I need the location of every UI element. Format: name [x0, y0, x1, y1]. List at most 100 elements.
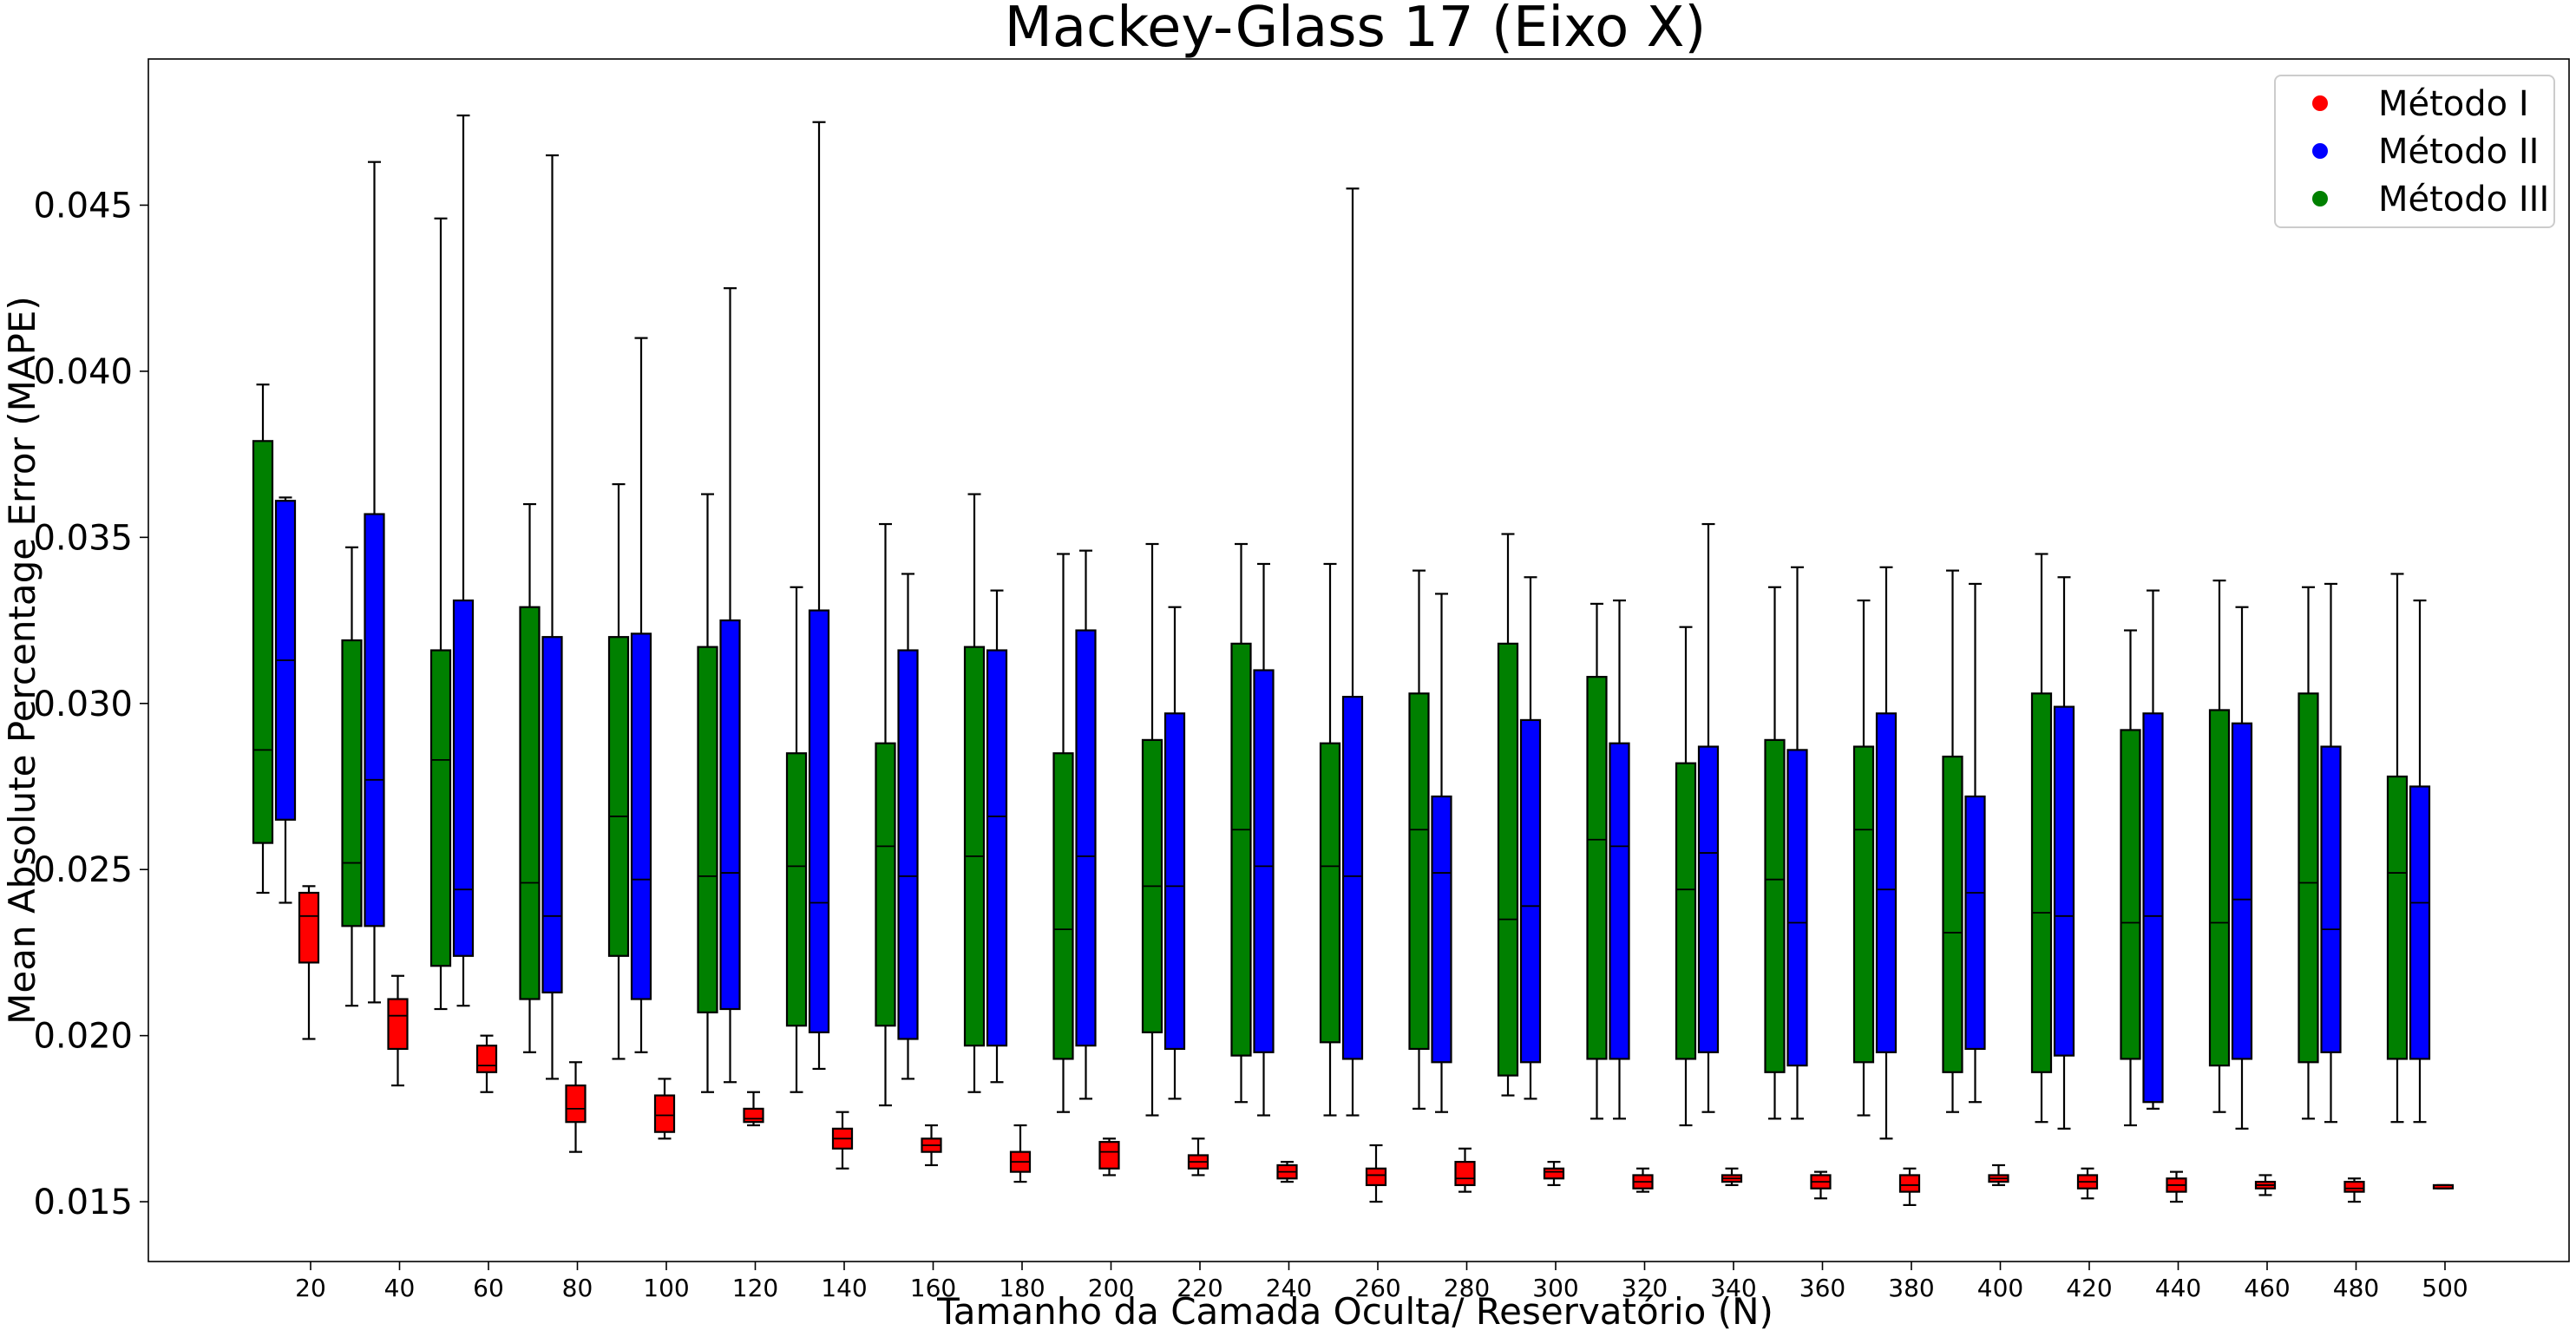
box-iqr	[252, 440, 274, 844]
box-240	[1253, 562, 1275, 1117]
box-20	[298, 885, 320, 1040]
y-tick-label: 0.035	[33, 518, 133, 558]
box-iqr	[785, 752, 808, 1027]
x-tick-label: 140	[821, 1274, 867, 1302]
box-220	[1163, 606, 1186, 1100]
box-iqr	[1098, 1141, 1120, 1170]
box-440	[2166, 1170, 2187, 1203]
x-tick-label: 60	[473, 1274, 504, 1302]
box-340	[1721, 1167, 1743, 1187]
x-tick-label: 160	[910, 1274, 956, 1302]
legend: Método I Método II Método III	[2274, 75, 2555, 228]
box-400	[1942, 569, 1963, 1113]
legend-marker	[2312, 143, 2328, 159]
box-280	[1454, 1147, 1476, 1193]
box-iqr	[341, 639, 363, 927]
box-460	[2231, 606, 2253, 1130]
y-axis: 0.015 0.020 0.025 0.030 0.035 0.040 0.045	[33, 186, 148, 1222]
box-460	[2208, 580, 2231, 1113]
x-axis-label: Tamanho da Camada Oculta/ Reservatório (…	[936, 1290, 1773, 1333]
box-iqr	[541, 636, 563, 993]
box-iqr	[1942, 755, 1963, 1073]
box-300	[1519, 576, 1542, 1100]
box-iqr	[1163, 712, 1186, 1051]
x-tick-label: 120	[732, 1274, 778, 1302]
box-iqr	[2208, 709, 2231, 1067]
box-220	[1187, 1137, 1209, 1176]
legend-marker	[2312, 191, 2328, 206]
box-iqr	[2231, 722, 2253, 1060]
box-440	[2142, 589, 2164, 1110]
box-420	[2076, 1167, 2099, 1200]
box-iqr	[1875, 712, 1898, 1053]
box-iqr	[1230, 642, 1252, 1057]
box-iqr	[743, 1107, 764, 1124]
box-300	[1497, 533, 1519, 1097]
box-iqr	[2053, 705, 2075, 1057]
x-tick-label: 380	[1888, 1274, 1934, 1302]
box-80	[565, 1061, 587, 1153]
box-iqr	[2120, 729, 2141, 1060]
box-60	[475, 1034, 498, 1093]
box-420	[2030, 553, 2053, 1124]
box-60	[429, 217, 452, 1011]
legend-frame	[2274, 75, 2555, 228]
box-180	[963, 493, 986, 1093]
box-iqr	[1341, 696, 1364, 1060]
box-280	[1408, 569, 1430, 1110]
y-tick-label: 0.020	[33, 1017, 133, 1057]
legend-marker	[2312, 95, 2328, 111]
box-480	[2320, 582, 2342, 1124]
box-100	[607, 482, 630, 1060]
box-380	[1875, 566, 1898, 1140]
box-series-group	[252, 114, 2455, 1207]
x-tick-label: 100	[643, 1274, 689, 1302]
box-20	[252, 383, 274, 895]
box-iqr	[1519, 718, 1542, 1064]
box-360	[1786, 566, 1808, 1120]
box-460	[2254, 1174, 2277, 1196]
box-320	[1609, 599, 1630, 1120]
y-tick-label: 0.030	[33, 685, 133, 724]
series-1-boxes	[252, 217, 2409, 1127]
box-iqr	[1497, 642, 1519, 1077]
x-tick-label: 300	[1532, 1274, 1578, 1302]
box-iqr	[2343, 1181, 2365, 1193]
x-tick-label: 480	[2333, 1274, 2379, 1302]
box-260	[1341, 187, 1364, 1117]
box-260	[1319, 562, 1341, 1117]
box-iqr	[1786, 749, 1808, 1067]
box-iqr	[897, 649, 919, 1040]
box-iqr	[452, 599, 475, 957]
box-440	[2120, 629, 2141, 1127]
legend-label: Método III	[2378, 180, 2549, 220]
box-120	[743, 1091, 764, 1127]
box-140	[808, 121, 830, 1071]
x-tick-label: 40	[384, 1274, 416, 1302]
box-iqr	[719, 619, 741, 1011]
y-tick-label: 0.025	[33, 850, 133, 890]
box-200	[1052, 553, 1074, 1113]
box-iqr	[2320, 745, 2342, 1053]
box-iqr	[607, 636, 630, 957]
series-3-boxes	[298, 885, 2455, 1207]
box-260	[1365, 1144, 1387, 1203]
box-iqr	[1898, 1174, 1921, 1193]
box-40	[387, 974, 409, 1087]
box-360	[1810, 1170, 1832, 1200]
box-iqr	[2030, 692, 2053, 1073]
box-120	[719, 287, 741, 1084]
box-500	[2386, 573, 2409, 1124]
box-iqr	[1697, 745, 1720, 1053]
box-iqr	[519, 606, 541, 1000]
box-100	[653, 1078, 676, 1140]
box-500	[2409, 599, 2431, 1124]
box-380	[1852, 599, 1875, 1117]
box-80	[541, 154, 563, 1080]
x-tick-label: 320	[1622, 1274, 1668, 1302]
box-iqr	[986, 649, 1008, 1047]
x-tick-label: 220	[1177, 1274, 1222, 1302]
box-280	[1431, 593, 1452, 1113]
x-tick-label: 20	[295, 1274, 326, 1302]
box-400	[1988, 1163, 2009, 1187]
